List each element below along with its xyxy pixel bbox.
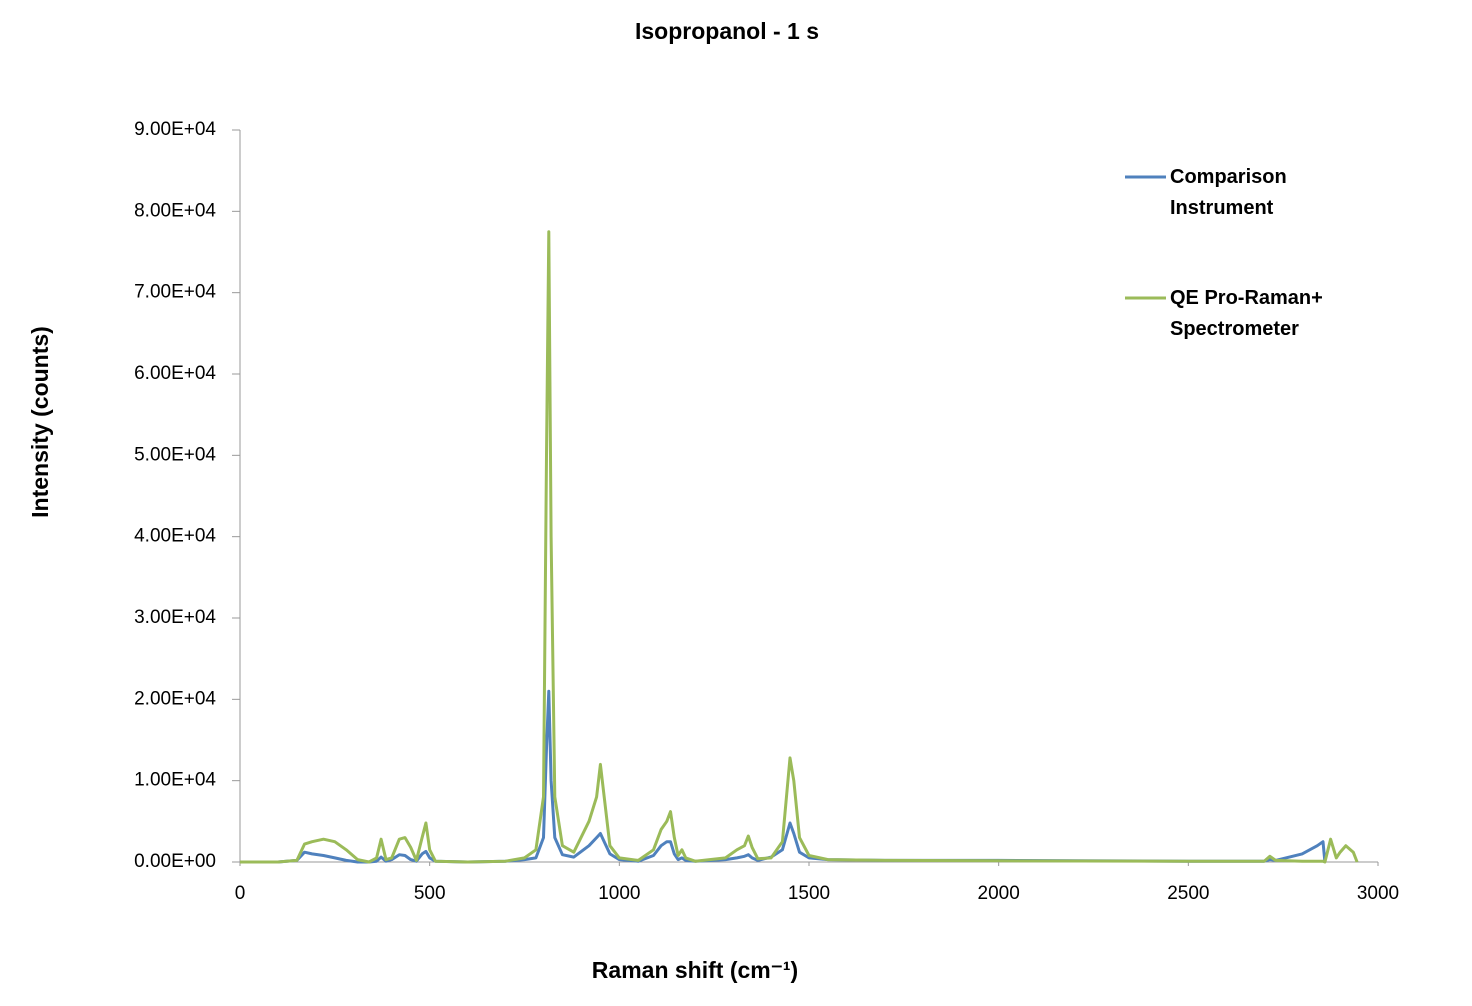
legend-label: QE Pro-Raman+ Spectrometer xyxy=(1170,287,1323,340)
y-tick-label: 3.00E+04 xyxy=(134,607,216,628)
x-tick-label: 1500 xyxy=(788,883,830,904)
y-tick-label: 8.00E+04 xyxy=(134,200,216,221)
x-tick-label: 3000 xyxy=(1357,883,1399,904)
x-tick-label: 2500 xyxy=(1167,883,1209,904)
x-tick-label: 500 xyxy=(414,883,446,904)
chart-title: Isopropanol - 1 s xyxy=(635,18,819,44)
y-tick-label: 9.00E+04 xyxy=(134,119,216,140)
y-axis-label: Intensity (counts) xyxy=(27,326,53,518)
x-tick-label: 2000 xyxy=(978,883,1020,904)
y-tick-label: 7.00E+04 xyxy=(134,282,216,303)
series-line xyxy=(240,230,1359,864)
y-tick-label: 6.00E+04 xyxy=(134,363,216,384)
x-axis-label: Raman shift (cm⁻¹) xyxy=(592,957,798,983)
y-tick-label: 2.00E+04 xyxy=(134,688,216,709)
y-tick-label: 5.00E+04 xyxy=(134,444,216,465)
legend-label: Comparison Instrument xyxy=(1170,166,1287,219)
x-tick-label: 0 xyxy=(235,883,246,904)
x-tick-label: 1000 xyxy=(598,883,640,904)
y-tick-label: 0.00E+00 xyxy=(134,851,216,872)
y-tick-label: 1.00E+04 xyxy=(134,770,216,791)
y-tick-label: 4.00E+04 xyxy=(134,526,216,547)
